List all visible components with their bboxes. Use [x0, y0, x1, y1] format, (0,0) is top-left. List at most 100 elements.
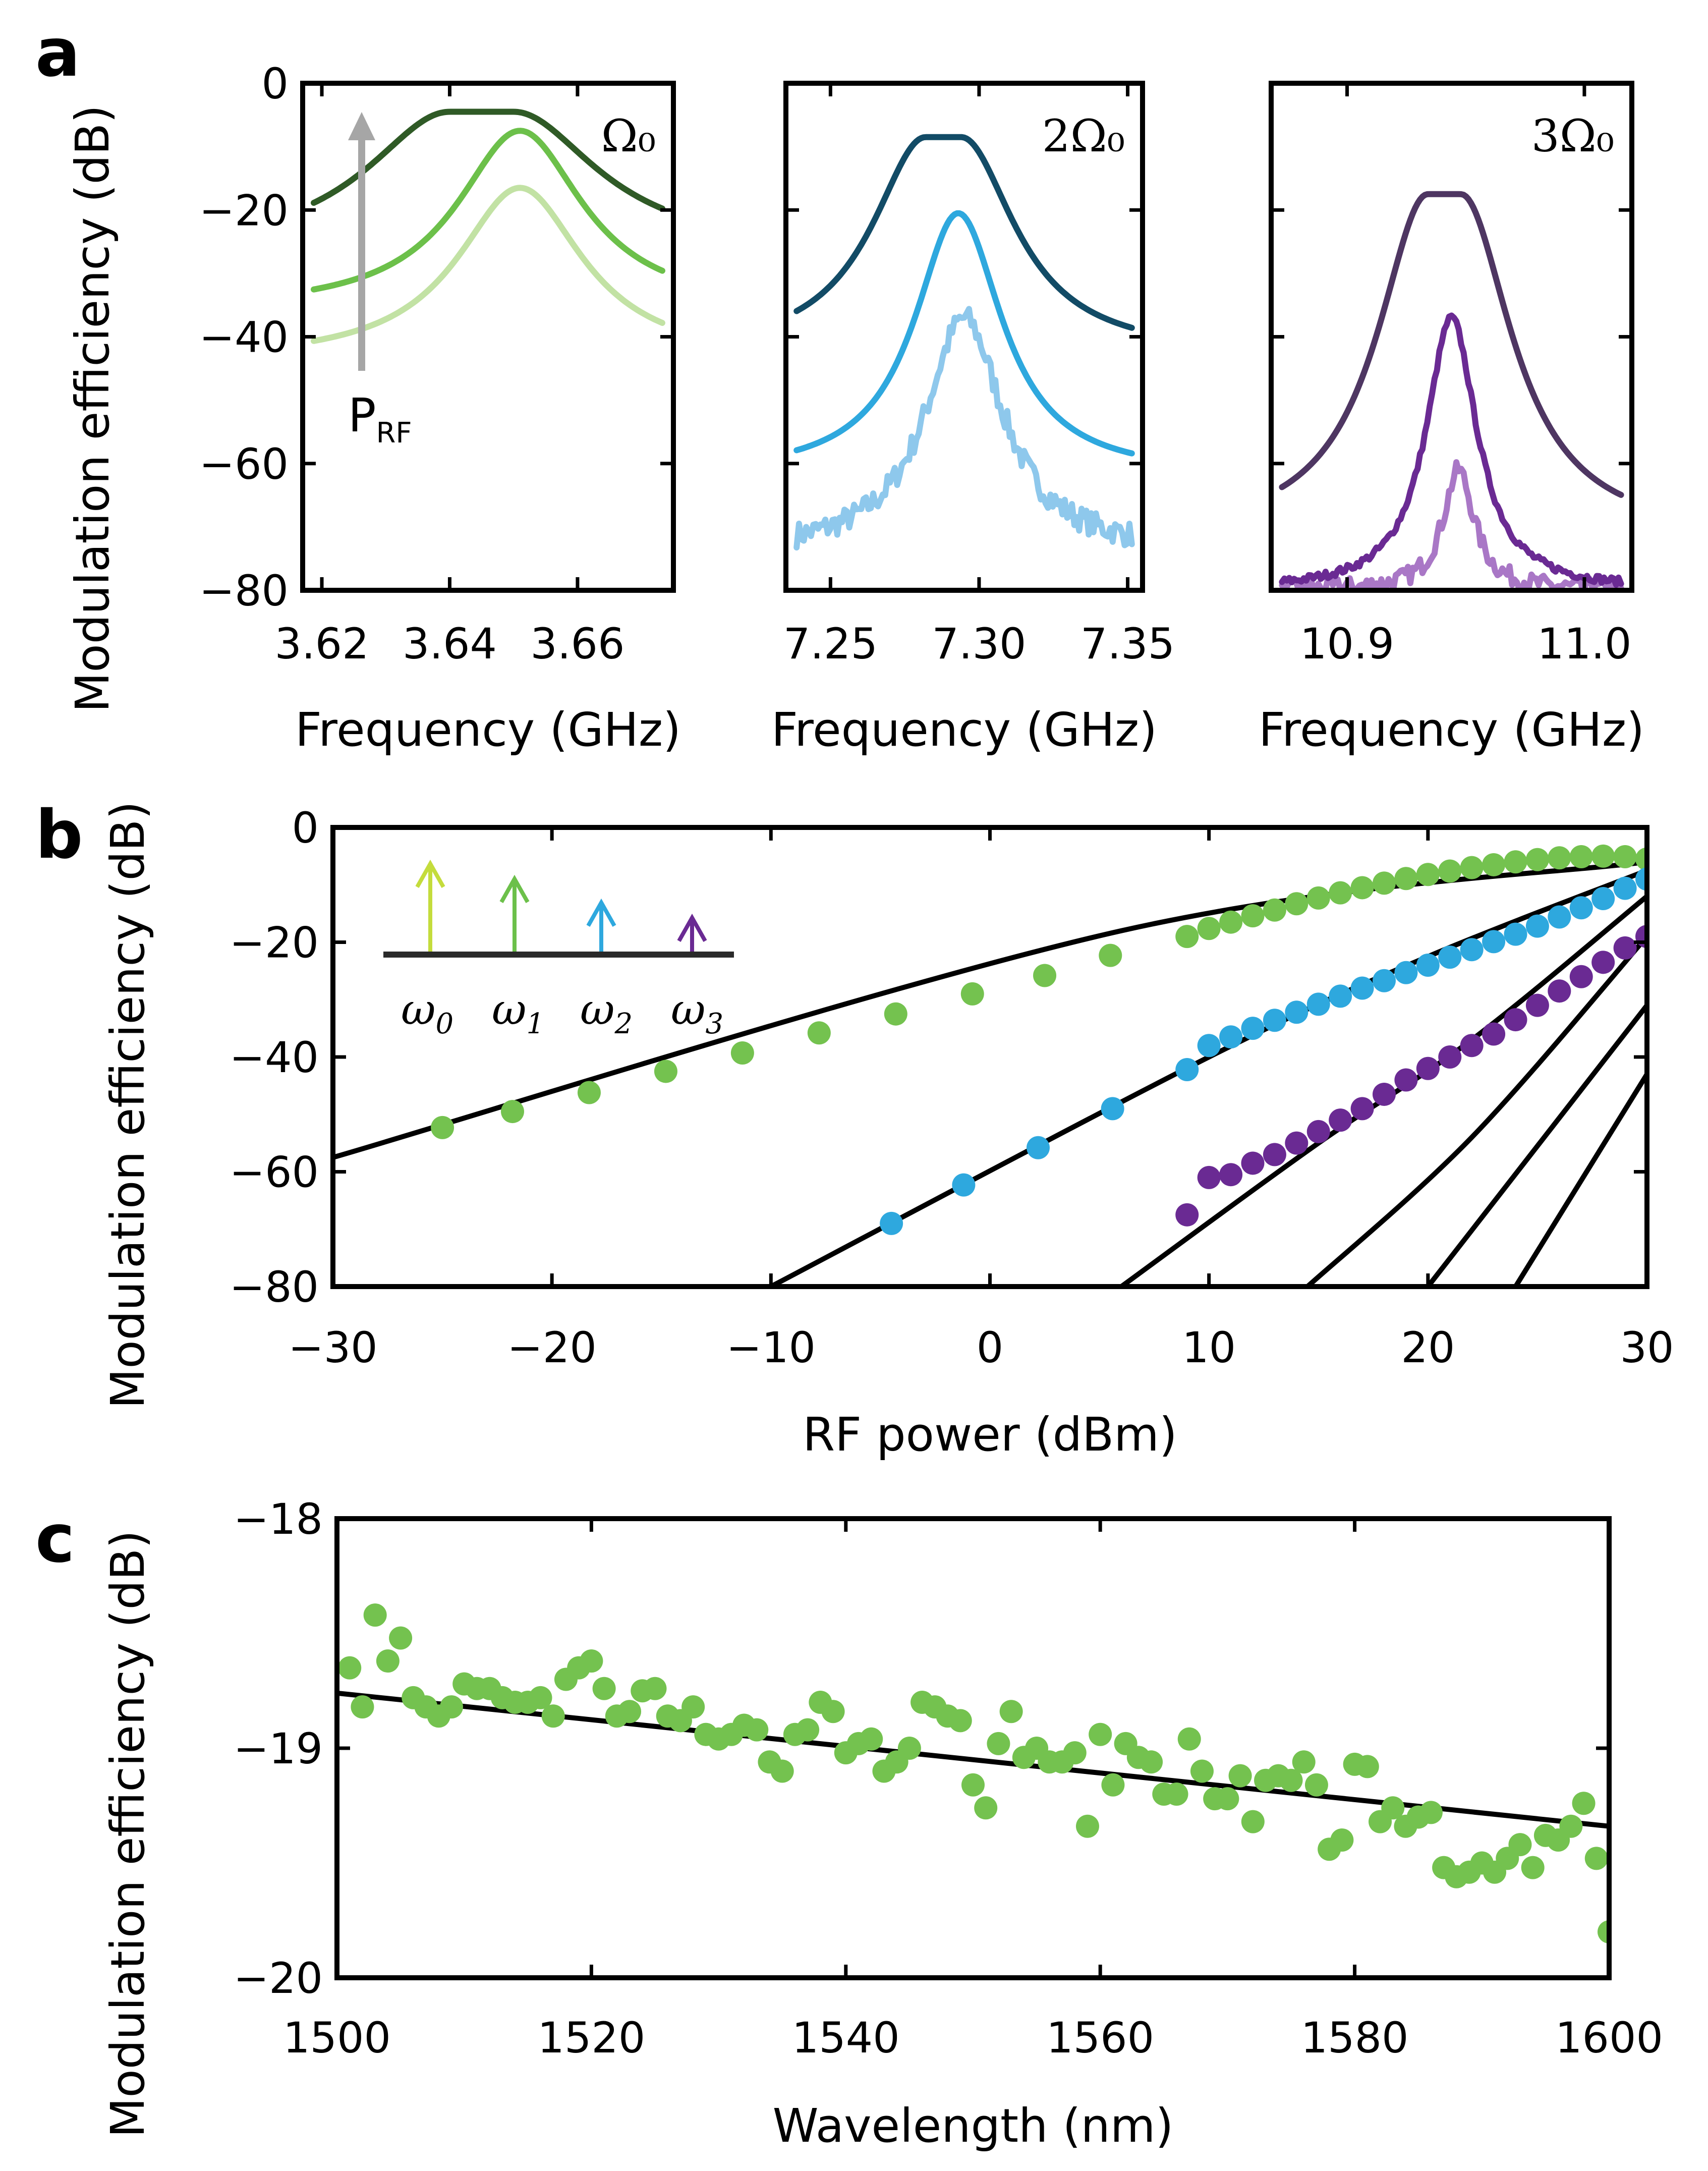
panel-a-subplot-1-ytick-label: −20: [199, 186, 289, 235]
panel-c-point: [1177, 1727, 1201, 1751]
panel-c-xtick-label: 1600: [1555, 2013, 1663, 2063]
panel-b-plot: 0 −20 −40 −60 −80 −30 −20 −10 0 10 20 30 RF power (d…: [230, 803, 1674, 1462]
panel-c-letter: c: [35, 1500, 75, 1578]
panel-b-second-harmonic-point: [1306, 992, 1330, 1016]
panel-c-point: [948, 1709, 972, 1733]
panel-b-third-harmonic-point: [1482, 1022, 1506, 1046]
panel-c-point: [338, 1656, 362, 1680]
panel-b-xtick-label: 30: [1620, 1323, 1674, 1372]
panel-b-first-harmonic-point: [1613, 845, 1637, 869]
panel-c-point: [643, 1677, 667, 1700]
panel-b-fit-line-6: [1513, 1073, 1647, 1287]
panel-b-letter: b: [35, 796, 83, 874]
panel-a-subplot-3-traces: [1279, 191, 1624, 590]
panel-b-first-harmonic-point: [1438, 859, 1462, 883]
panel-b-third-harmonic-point: [1306, 1120, 1330, 1143]
panel-a-subplot-1-trace-1: [311, 185, 665, 344]
panel-b-third-harmonic-point: [1438, 1045, 1462, 1069]
panel-c-point: [1228, 1764, 1252, 1788]
inset-label-omega3: ω3: [671, 985, 723, 1040]
panel-b-third-harmonic-point: [1263, 1143, 1286, 1166]
panel-c-point: [592, 1677, 616, 1700]
panel-c-point: [987, 1732, 1010, 1755]
panel-b-third-harmonic-point: [1197, 1165, 1221, 1189]
panel-b-first-harmonic-point: [1482, 853, 1506, 876]
panel-b-ytick-label: −60: [230, 1148, 319, 1197]
panel-b-third-harmonic-point: [1504, 1008, 1527, 1032]
prf-arrow: [348, 112, 375, 371]
panel-b-fit-line-3: [1120, 894, 1647, 1287]
panel-c-point: [770, 1759, 794, 1783]
panel-b-second-harmonic-point: [1197, 1034, 1221, 1057]
panel-a-subplot-2-harmonic-label: 2Ω₀: [1042, 110, 1125, 162]
panel-c-point: [897, 1737, 921, 1760]
panel-a-subplot-3-xtick-label: 10.9: [1300, 619, 1394, 669]
panel-a-subplot-2: 7.25 7.30 7.35 Frequency (GHz) 2Ω₀: [771, 81, 1175, 757]
prf-label: PRF: [348, 388, 412, 450]
panel-b-second-harmonic-point: [1416, 954, 1440, 977]
panel-b-second-harmonic-point: [1219, 1025, 1243, 1049]
panel-c-point: [860, 1727, 883, 1751]
panel-a-subplot-1-trace-2: [311, 128, 665, 293]
panel-a-letter: a: [35, 14, 80, 92]
panel-b-third-harmonic-point: [1175, 1203, 1199, 1227]
panel-b-third-harmonic-point: [1394, 1068, 1418, 1092]
panel-a-subplot-2-xtick-label: 7.25: [783, 619, 878, 669]
panel-c-point: [580, 1649, 603, 1673]
panel-b-first-harmonic-point: [807, 1021, 831, 1045]
panel-b-first-harmonic-point: [1285, 892, 1308, 916]
panel-b-third-harmonic-point: [1350, 1097, 1374, 1121]
panel-c-ytick-label: −19: [234, 1724, 323, 1773]
panel-b-fit-line-4: [1305, 934, 1647, 1287]
panel-c-point: [745, 1718, 769, 1742]
panel-c-point: [1241, 1810, 1265, 1833]
panel-b-second-harmonic-point: [1373, 969, 1396, 992]
panel-c-ytick-label: −20: [234, 1954, 323, 2003]
panel-b-second-harmonic-point: [952, 1173, 976, 1197]
panel-c-point: [1075, 1814, 1099, 1838]
panel-c-point: [1355, 1755, 1379, 1778]
panel-b-fit-line-5: [1426, 1004, 1647, 1287]
panel-c-point: [821, 1700, 845, 1723]
panel-c-point: [1381, 1796, 1405, 1820]
panel-c-xtick-label: 1560: [1046, 2013, 1154, 2063]
panel-b-second-harmonic-point: [880, 1211, 903, 1235]
panel-c-point: [1572, 1792, 1596, 1815]
panel-c-point: [1279, 1768, 1303, 1792]
panel-a-subplot-1-xtick-label: 3.64: [403, 619, 497, 669]
panel-b-first-harmonic-point: [1263, 898, 1286, 922]
panel-c-point: [618, 1700, 642, 1723]
panel-b-second-harmonic-point: [1329, 984, 1352, 1008]
panel-b-second-harmonic-point: [1635, 867, 1647, 891]
panel-a-subplot-2-trace-2: [793, 210, 1135, 457]
panel-b-third-harmonic-point: [1219, 1163, 1243, 1187]
panel-b-second-harmonic-point: [1438, 945, 1462, 969]
inset-label-omega2: ω2: [580, 985, 633, 1040]
panel-b-second-harmonic-point: [1613, 876, 1637, 900]
panel-c-point: [389, 1626, 413, 1650]
panel-a-ylabel: Modulation efficiency (dB): [66, 105, 120, 712]
inset-arrow-omega3: [677, 913, 707, 952]
panel-a-subplot-1-ytick-label: −40: [199, 313, 289, 362]
panel-c-xtick-label: 1520: [538, 2013, 646, 2063]
panel-b-second-harmonic-point: [1569, 896, 1593, 920]
inset-arrow-omega2: [586, 898, 616, 952]
panel-c-point: [1508, 1833, 1532, 1857]
panel-b-ytick-label: −40: [230, 1033, 319, 1082]
harmonics-inset: ω0 ω1 ω2 ω3: [383, 859, 734, 1040]
panel-b-second-harmonic-point: [1504, 922, 1527, 946]
panel-b-third-harmonic-point: [1548, 979, 1571, 1003]
panel-c-xtick-label: 1500: [283, 2013, 391, 2063]
panel-b-first-harmonic-point: [431, 1116, 454, 1139]
panel-b-third-harmonic-point: [1569, 965, 1593, 988]
panel-c-xtick-label: 1580: [1301, 2013, 1409, 2063]
panel-c-point: [1190, 1759, 1214, 1783]
panel-c-point: [1140, 1750, 1163, 1774]
panel-c-point: [1063, 1741, 1087, 1765]
panel-b-first-harmonic-point: [1306, 886, 1330, 910]
panel-b-second-harmonic-point: [1175, 1058, 1199, 1082]
panel-b-first-harmonic-point: [730, 1041, 754, 1065]
panel-c-point: [1598, 1920, 1609, 1943]
panel-a-subplot-3-trace-2: [1279, 312, 1624, 588]
